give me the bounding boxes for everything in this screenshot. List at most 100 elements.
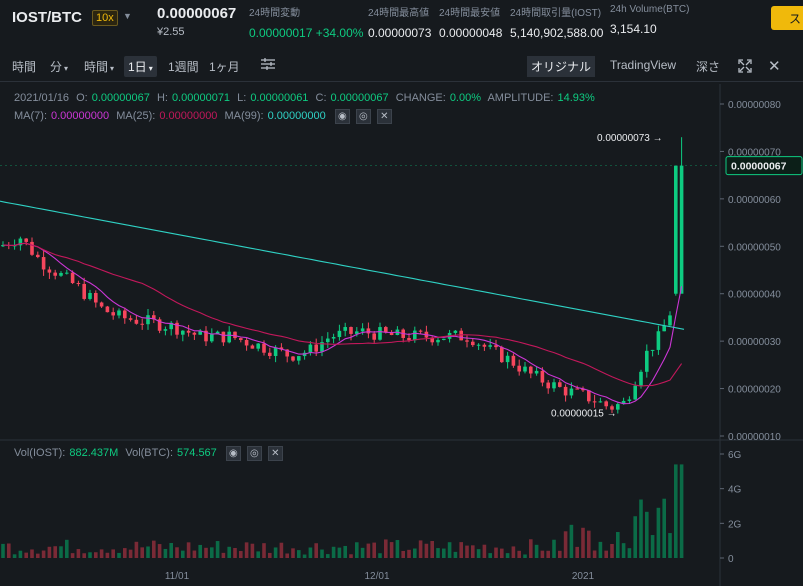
candle-body [627, 399, 632, 401]
price-tick-label: 0.00000070 [728, 147, 781, 158]
stat-value: 0.00000017 +34.00% [249, 26, 364, 40]
eye-icon[interactable]: ◉ [225, 446, 241, 461]
volume-bar [262, 543, 266, 558]
chart-area[interactable]: 0.00000080 0.00000070 0.00000060 0.00000050… [0, 84, 803, 586]
trade-button[interactable]: ス [771, 6, 803, 30]
candle-body [30, 241, 34, 255]
candle-body [534, 370, 539, 374]
candle-body [198, 330, 202, 335]
candle-body [436, 339, 440, 343]
volume-bar [656, 507, 661, 558]
volume-bar [517, 550, 521, 558]
candle-body [94, 292, 98, 303]
volume-bar [157, 544, 162, 558]
candle-body [65, 272, 69, 274]
interval-time[interactable]: 時間 [12, 60, 37, 74]
volume-bars [1, 464, 684, 558]
candle-body [175, 322, 179, 335]
settings-icon[interactable]: ◎ [355, 109, 371, 124]
volume-bar [360, 547, 365, 558]
close-icon[interactable]: ✕ [768, 58, 781, 75]
candle-body [192, 332, 197, 335]
volume-bar [175, 547, 179, 558]
close-icon[interactable]: ✕ [376, 109, 392, 124]
legend-l-label: L: [237, 92, 247, 104]
volume-bar [302, 554, 307, 558]
candle-body [204, 330, 208, 342]
pair-title[interactable]: IOST/BTC [12, 9, 82, 26]
volume-bar [366, 543, 371, 558]
volume-bar [401, 550, 405, 558]
volume-bar [18, 550, 23, 558]
close-icon[interactable]: ✕ [267, 446, 283, 461]
candle-body [326, 338, 330, 343]
candle-body [558, 382, 562, 387]
indicator-settings-icon[interactable] [260, 56, 276, 75]
vol-iost-label: Vol(IOST): [14, 447, 66, 460]
legend-change-label: CHANGE: [395, 92, 446, 104]
interval-hours-dropdown[interactable]: 時間 ▾ [84, 58, 114, 75]
interval-minutes-dropdown[interactable]: 分 ▾ [50, 58, 68, 75]
legend-change: 0.00% [449, 92, 482, 104]
legend-high: 0.00000071 [171, 92, 231, 104]
candle-body [645, 350, 649, 372]
volume-bar [239, 551, 243, 558]
settings-icon[interactable]: ◎ [246, 446, 262, 461]
time-tick-label: 12/01 [364, 571, 389, 582]
volume-bar [320, 549, 324, 558]
volume-bar [227, 546, 231, 558]
volume-bar [1, 543, 5, 558]
candle-body [650, 349, 655, 351]
candle-body [372, 333, 376, 340]
candle-body [53, 272, 57, 276]
candle-body [36, 254, 40, 258]
low-annotation: 0.00000015 → [551, 408, 617, 419]
candle-body [488, 345, 492, 347]
volume-bar [111, 549, 115, 558]
volume-bar [331, 546, 336, 558]
chevron-down-icon[interactable]: ▼ [123, 11, 132, 21]
ma7-value: 0.00000000 [51, 110, 110, 123]
volume-bar [117, 552, 121, 558]
candle-body [349, 327, 353, 334]
candle-body [679, 165, 684, 294]
volume-bar [581, 527, 585, 558]
volume-bar [70, 553, 75, 558]
ma99-line [0, 200, 685, 330]
volume-bar [540, 550, 545, 558]
volume-bar [152, 540, 156, 558]
candle-body [674, 165, 678, 294]
candles [1, 137, 684, 414]
candlestick-chart[interactable]: 0.00000080 0.00000070 0.00000060 0.00000050… [0, 84, 803, 586]
candle-body [407, 337, 411, 341]
interval-1w[interactable]: 1週間 [168, 60, 199, 74]
eye-icon[interactable]: ◉ [334, 109, 350, 124]
view-depth-tab[interactable]: 深さ [696, 60, 721, 74]
volume-bar [343, 545, 347, 558]
volume-tick-label: 2G [728, 519, 742, 530]
caret-down-icon: ▾ [64, 64, 69, 73]
volume-bar [679, 464, 684, 558]
candle-body [250, 345, 255, 349]
candle-body [337, 330, 342, 338]
candle-body [233, 331, 237, 339]
stat-value: 5,140,902,588.00 [510, 26, 604, 40]
volume-bar [221, 552, 226, 558]
candle-body [169, 322, 173, 330]
volume-bar [297, 550, 301, 558]
view-original-tab[interactable]: オリジナル [527, 56, 596, 77]
fullscreen-icon[interactable] [734, 57, 756, 78]
stat-label: 24時間変動 [249, 8, 301, 19]
volume-bar [198, 544, 202, 558]
view-tradingview-tab[interactable]: TradingView [610, 58, 677, 72]
volume-bar [627, 548, 632, 558]
candle-body [128, 318, 133, 320]
volume-bar [442, 548, 446, 558]
interval-1d-dropdown[interactable]: 1日 ▾ [124, 56, 157, 77]
candle-body [152, 315, 156, 320]
candle-body [575, 388, 579, 390]
interval-1m[interactable]: 1ヶ月 [209, 60, 240, 74]
volume-bar [668, 533, 672, 558]
volume-bar [273, 547, 278, 558]
candle-body [47, 269, 52, 273]
